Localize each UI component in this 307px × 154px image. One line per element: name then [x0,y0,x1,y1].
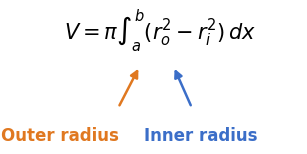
Text: Inner radius: Inner radius [144,127,258,144]
Text: Outer radius: Outer radius [1,127,119,144]
Text: $V = \pi \int_{a}^{b} (r_o^{2} - r_i^{2})\, dx$: $V = \pi \int_{a}^{b} (r_o^{2} - r_i^{2}… [64,7,256,54]
